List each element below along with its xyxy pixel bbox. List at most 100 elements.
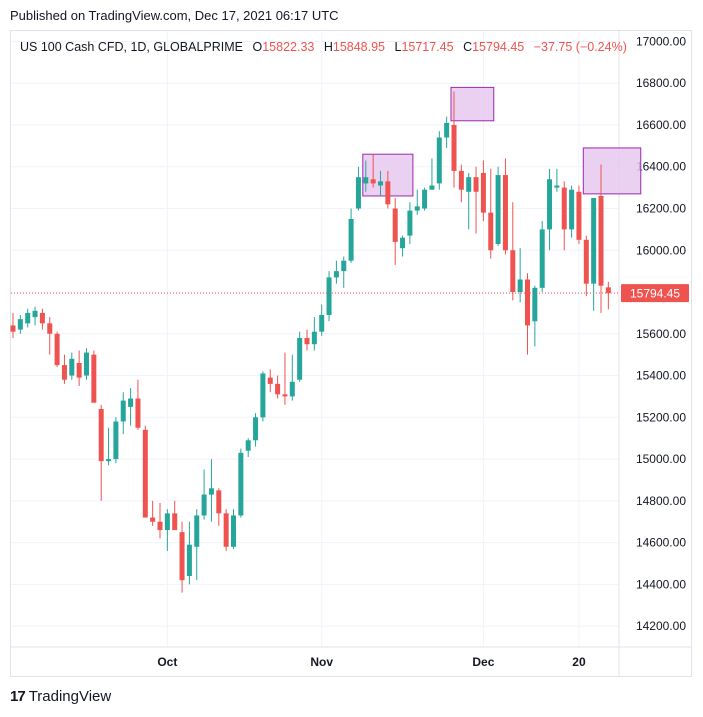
legend-open: 15822.33 xyxy=(262,40,315,54)
x-tick-label: Oct xyxy=(157,655,177,669)
candle-body xyxy=(157,521,163,531)
tradingview-logo-icon: 17 xyxy=(10,688,26,705)
y-tick-label: 16800.00 xyxy=(636,76,686,90)
chart-legend: US 100 Cash CFD, 1D, GLOBALPRIME O15822.… xyxy=(20,40,627,54)
candle-body xyxy=(532,287,538,322)
candle-body xyxy=(576,191,582,240)
highlight-box xyxy=(582,147,642,195)
candle-body xyxy=(150,517,156,522)
candle-body xyxy=(429,185,435,190)
candle-body xyxy=(267,377,273,384)
candle-body xyxy=(32,310,38,318)
candle-body xyxy=(164,513,170,531)
candle-body xyxy=(466,177,472,192)
candle-body xyxy=(304,337,310,345)
legend-high-label: H xyxy=(323,40,333,54)
candle-body xyxy=(436,137,442,184)
candle-body xyxy=(17,319,23,330)
candle-body xyxy=(547,179,553,230)
candle-body xyxy=(253,417,259,441)
candle-body xyxy=(605,287,611,294)
candle-body xyxy=(510,250,516,293)
candle-body xyxy=(54,333,60,366)
candle-body xyxy=(355,177,361,209)
candle-body xyxy=(348,218,354,261)
last-price-label: 15794.45 xyxy=(630,287,680,301)
y-tick-label: 15000.00 xyxy=(636,452,686,466)
candle-body xyxy=(61,365,67,380)
y-tick-label: 17000.00 xyxy=(636,34,686,48)
candle-body xyxy=(341,260,347,272)
last-price-badge xyxy=(621,284,689,303)
candle-body xyxy=(186,544,192,577)
candle-body xyxy=(142,429,148,518)
candle-body xyxy=(39,312,45,324)
candle-body xyxy=(10,325,16,332)
candle-body xyxy=(201,494,207,516)
candle-body xyxy=(569,189,575,230)
candle-body xyxy=(91,354,97,403)
candle-body xyxy=(451,124,457,171)
candle-body xyxy=(47,323,53,334)
y-tick-label: 14200.00 xyxy=(636,619,686,633)
candle-body xyxy=(69,358,75,376)
candle-body xyxy=(25,312,31,324)
candle-body xyxy=(231,515,236,547)
x-tick-label: 20 xyxy=(572,655,586,669)
candle-body xyxy=(245,440,251,451)
legend-open-label: O xyxy=(252,40,263,54)
candle-body xyxy=(407,210,413,236)
candle-body xyxy=(282,394,288,397)
legend-close-label: C xyxy=(463,40,473,54)
tradingview-logo-text: TradingView xyxy=(28,688,112,705)
candle-body xyxy=(539,229,545,288)
candle-body xyxy=(444,122,450,138)
candle-body xyxy=(326,277,332,315)
candle-body xyxy=(106,459,112,462)
legend-low-label: L xyxy=(394,40,402,54)
candle-body xyxy=(495,175,501,244)
candle-body xyxy=(319,314,325,332)
legend-low: 15717.45 xyxy=(401,40,454,54)
y-tick-label: 15600.00 xyxy=(636,327,686,341)
candle-body xyxy=(113,421,119,460)
candle-body xyxy=(289,381,295,397)
candle-body xyxy=(517,279,523,293)
candle-body xyxy=(370,179,376,184)
legend-symbol: US 100 Cash CFD, 1D, GLOBALPRIME xyxy=(20,40,243,54)
candle-body xyxy=(525,279,530,326)
y-tick-label: 16200.00 xyxy=(636,201,686,215)
candle-body xyxy=(502,175,508,251)
candle-body xyxy=(172,513,178,531)
tradingview-logo[interactable]: 17 TradingView xyxy=(10,688,111,705)
x-tick-label: Nov xyxy=(310,655,333,669)
candle-body xyxy=(385,181,391,205)
candle-body xyxy=(98,408,104,462)
candle-body xyxy=(238,452,244,516)
candle-body xyxy=(333,271,339,278)
candle-body xyxy=(223,513,229,547)
chart-frame xyxy=(10,30,692,677)
candle-body xyxy=(275,383,281,395)
candle-body xyxy=(488,212,494,251)
candle-body xyxy=(76,363,82,378)
x-tick-label: Dec xyxy=(472,655,494,669)
candle-body xyxy=(458,170,464,190)
y-tick-label: 14800.00 xyxy=(636,494,686,508)
candle-body xyxy=(297,337,303,380)
candle-body xyxy=(135,398,141,428)
candle-body xyxy=(473,177,479,192)
y-tick-label: 14400.00 xyxy=(636,577,686,591)
y-tick-label: 15200.00 xyxy=(636,410,686,424)
candle-body xyxy=(194,515,200,547)
candle-body xyxy=(311,331,317,345)
candle-body xyxy=(400,237,406,249)
candle-body xyxy=(554,185,560,188)
candle-body xyxy=(84,352,89,376)
candle-body xyxy=(179,532,185,581)
candle-body xyxy=(378,181,383,186)
candle-body xyxy=(414,206,420,211)
candle-body xyxy=(480,172,486,213)
candle-body xyxy=(561,187,567,230)
